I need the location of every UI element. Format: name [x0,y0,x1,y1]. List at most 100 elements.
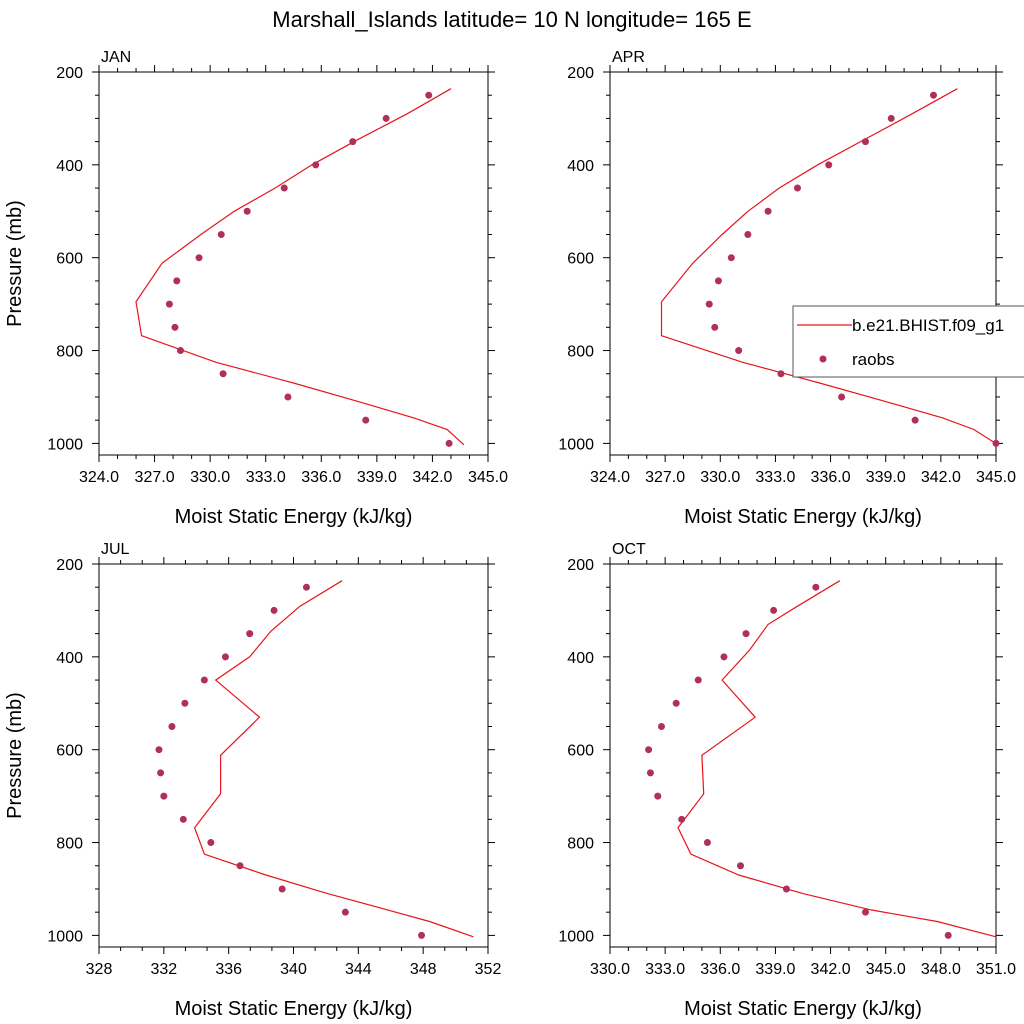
obs-point [735,347,743,355]
obs-point [793,184,801,192]
x-tick-label: 327.0 [135,469,175,486]
obs-point [694,676,702,684]
obs-point [179,815,187,823]
panel-jan: 324.0 327.0 330.0 333.0 336.0 339.0 342.0 345.0… [4,49,508,528]
obs-point [270,606,278,614]
x-tick-label: 339.0 [866,469,906,486]
y-tick-label: 1000 [47,436,83,453]
y-tick-label: 200 [567,65,594,82]
plot-frame [98,71,489,456]
x-axis-label: Moist Static Energy (kJ/kg) [175,998,413,1020]
obs-point [825,161,833,169]
y-tick-label: 600 [567,251,594,268]
obs-point [425,91,433,99]
x-tick-label: 330.0 [700,469,740,486]
panel-label: OCT [612,541,646,558]
x-tick-label: 339.0 [755,961,795,978]
x-tick-label: 351.0 [976,961,1016,978]
x-tick-label: 336.0 [301,469,341,486]
y-tick-label: 200 [56,557,83,574]
x-tick-label: 342.0 [811,961,851,978]
legend-box [792,305,1024,378]
obs-point [770,606,778,614]
model-series-line [677,580,997,938]
x-axis-label: Moist Static Energy (kJ/kg) [684,506,922,528]
panel-label: APR [612,49,645,66]
obs-point [160,792,168,800]
x-axis-label: Moist Static Energy (kJ/kg) [175,506,413,528]
x-tick-label: 327.0 [645,469,685,486]
obs-point [764,207,772,215]
x-tick-label: 352 [475,961,502,978]
obs-point [992,439,1000,447]
obs-point [200,676,208,684]
obs-point [720,653,728,661]
obs-point [944,931,952,939]
obs-point [861,908,869,916]
x-tick-label: 330.0 [190,469,230,486]
x-tick-label: 345.0 [468,469,508,486]
obs-point [168,722,176,730]
obs-point [221,653,229,661]
model-series-line [193,580,474,938]
obs-point [157,769,165,777]
obs-point [742,630,750,638]
y-tick-label: 400 [56,158,83,175]
legend-obs-label: raobs [852,350,895,369]
obs-point [911,416,919,424]
obs-point [418,931,426,939]
obs-point [930,91,938,99]
x-tick-label: 333.0 [246,469,286,486]
x-tick-label: 332 [150,961,177,978]
legend-obs-marker [819,355,827,363]
model-series-line [660,88,999,446]
x-tick-label: 336.0 [700,961,740,978]
obs-point [838,393,846,401]
y-tick-label: 200 [56,65,83,82]
obs-point [181,699,189,707]
obs-point [236,862,244,870]
obs-point [782,885,790,893]
y-tick-label: 1000 [558,436,594,453]
y-tick-label: 400 [567,158,594,175]
legend: b.e21.BHIST.f09_g1 raobs [792,305,1024,378]
obs-point [165,300,173,308]
y-tick-label: 600 [56,251,83,268]
obs-point [703,839,711,847]
x-tick-label: 330.0 [590,961,630,978]
y-tick-label: 800 [56,836,83,853]
obs-point [861,138,869,146]
panel-oct: 330.0 333.0 336.0 339.0 342.0 345.0 348.0 351.0… [558,541,1016,1020]
obs-point [744,230,752,238]
y-tick-label: 1000 [47,928,83,945]
obs-point [219,370,227,378]
y-tick-label: 400 [56,650,83,667]
x-tick-label: 348.0 [921,961,961,978]
figure-title: Marshall_Islands latitude= 10 N longitud… [272,7,751,32]
y-tick-label: 800 [567,836,594,853]
plot-frame [609,71,997,456]
obs-point [155,746,163,754]
obs-point [727,254,735,262]
obs-point [714,277,722,285]
y-tick-label: 600 [56,743,83,760]
obs-point [341,908,349,916]
panel-jul: 328 332 336 340 344 348 352 200 400 600 800 1000 JUL… [4,541,501,1020]
panels: 324.0 327.0 330.0 333.0 336.0 339.0 342.0 345.0… [4,49,1016,1020]
plot-frame [98,563,489,948]
obs-point [278,885,286,893]
x-tick-label: 342.0 [412,469,452,486]
obs-point [195,254,203,262]
obs-point [312,161,320,169]
panel-label: JAN [101,49,131,66]
x-tick-label: 336.0 [811,469,851,486]
obs-point [777,370,785,378]
y-tick-label: 1000 [558,928,594,945]
obs-point [812,583,820,591]
obs-point [711,323,719,331]
obs-point [171,323,179,331]
y-tick-label: 800 [56,344,83,361]
panel-label: JUL [101,541,130,558]
panel-apr: 324.0 327.0 330.0 333.0 336.0 339.0 342.0 345.0… [558,49,1016,528]
